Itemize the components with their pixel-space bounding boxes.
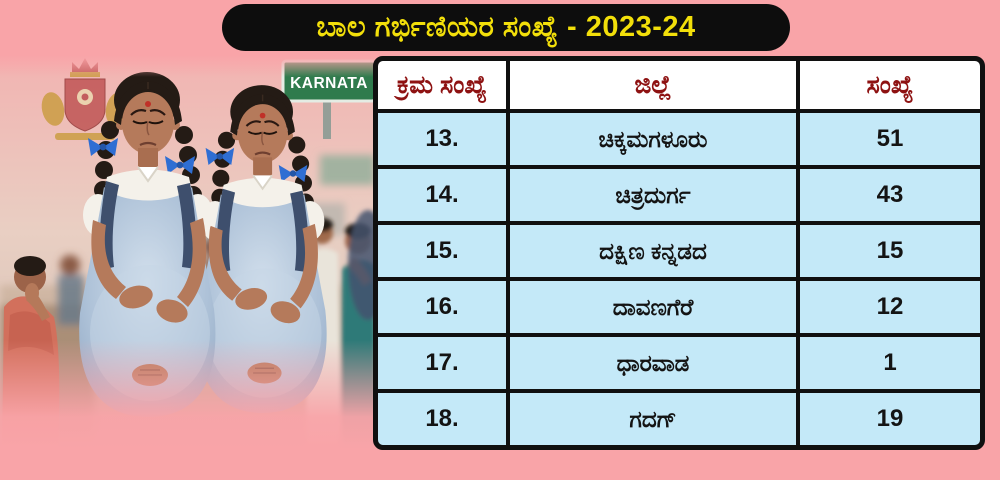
cell-count-value: 15 — [800, 225, 980, 277]
cell-serial-number: 16. — [378, 281, 506, 333]
sign-post — [323, 101, 331, 139]
cell-district-name: ಚಿಕ್ಕಮಗಳೂರು — [510, 113, 796, 165]
cell-count-value: 43 — [800, 169, 980, 221]
cell-serial-number: 18. — [378, 393, 506, 445]
cell-count-value: 12 — [800, 281, 980, 333]
cell-serial-number: 17. — [378, 337, 506, 389]
cell-count-value: 51 — [800, 113, 980, 165]
pink-fade-top — [0, 55, 375, 77]
cell-count-value: 1 — [800, 337, 980, 389]
cell-district-name: ಚಿತ್ರದುರ್ಗ — [510, 169, 796, 221]
cell-district-name: ದಕ್ಷಿಣ ಕನ್ನಡದ — [510, 225, 796, 277]
cell-serial-number: 13. — [378, 113, 506, 165]
column-header-serial: ಕ್ರಮ ಸಂಖ್ಯೆ — [378, 61, 506, 109]
cell-count-value: 19 — [800, 393, 980, 445]
road-sign-label: KARNATA — [290, 75, 368, 92]
column-header-district: ಜಿಲ್ಲೆ — [510, 61, 796, 109]
column-header-count: ಸಂಖ್ಯೆ — [800, 61, 980, 109]
districts-table: ಕ್ರಮ ಸಂಖ್ಯೆ ಜಿಲ್ಲೆ ಸಂಖ್ಯೆ 13. ಚಿಕ್ಕಮಗಳೂರ… — [373, 56, 985, 450]
cell-district-name: ದಾವಣಗೆರೆ — [510, 281, 796, 333]
cell-serial-number: 14. — [378, 169, 506, 221]
page-title: ಬಾಲ ಗರ್ಭಿಣಿಯರ ಸಂಖ್ಯೆ - 2023-24 — [222, 4, 790, 51]
cell-serial-number: 15. — [378, 225, 506, 277]
illustration-pregnant-schoolgirls: KARNATA — [0, 55, 375, 450]
cell-district-name: ಗದಗ್ — [510, 393, 796, 445]
cell-district-name: ಧಾರವಾಡ — [510, 337, 796, 389]
pink-fade-bottom — [0, 340, 375, 450]
